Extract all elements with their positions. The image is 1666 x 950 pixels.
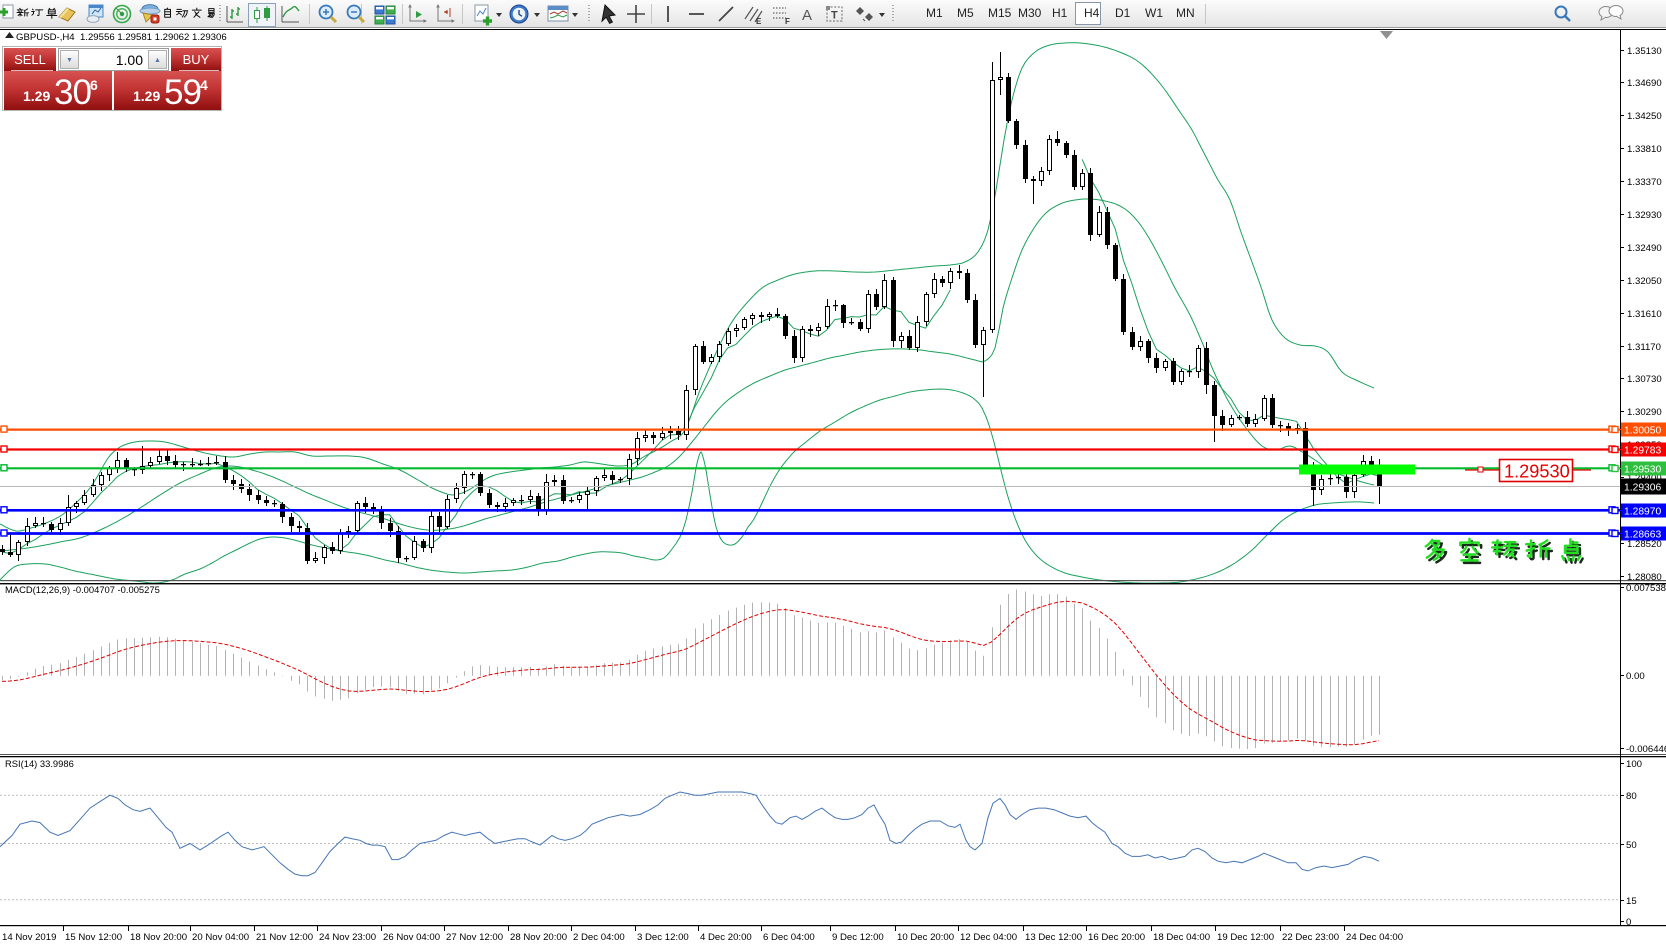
svg-text:1.32490: 1.32490 xyxy=(1627,243,1662,254)
svg-text:1.30050: 1.30050 xyxy=(1624,425,1661,436)
svg-text:14 Nov 2019: 14 Nov 2019 xyxy=(2,932,56,943)
svg-text:F: F xyxy=(785,17,790,25)
svg-text:18 Dec 04:00: 18 Dec 04:00 xyxy=(1153,932,1210,943)
svg-text:22 Dec 23:00: 22 Dec 23:00 xyxy=(1282,932,1339,943)
svg-text:1.33810: 1.33810 xyxy=(1627,144,1662,155)
svg-text:1.34690: 1.34690 xyxy=(1627,78,1662,89)
svg-text:0.007538: 0.007538 xyxy=(1626,583,1666,594)
svg-text:1.29530: 1.29530 xyxy=(1504,462,1570,482)
svg-text:-0.006446: -0.006446 xyxy=(1626,744,1666,755)
svg-text:1.31610: 1.31610 xyxy=(1627,309,1662,320)
svg-text:24 Nov 23:00: 24 Nov 23:00 xyxy=(319,932,376,943)
svg-text:12 Dec 04:00: 12 Dec 04:00 xyxy=(960,932,1017,943)
svg-text:1.28663: 1.28663 xyxy=(1624,529,1661,540)
svg-text:21 Nov 12:00: 21 Nov 12:00 xyxy=(256,932,313,943)
svg-text:MACD(12,26,9) -0.004707 -0.005: MACD(12,26,9) -0.004707 -0.005275 xyxy=(5,584,160,595)
svg-text:1.31170: 1.31170 xyxy=(1627,342,1661,353)
svg-text:20 Nov 04:00: 20 Nov 04:00 xyxy=(192,932,249,943)
svg-text:13 Dec 12:00: 13 Dec 12:00 xyxy=(1025,932,1082,943)
svg-text:0.00: 0.00 xyxy=(1626,671,1645,682)
svg-text:RSI(14) 33.9986: RSI(14) 33.9986 xyxy=(5,758,74,769)
svg-text:2 Dec 04:00: 2 Dec 04:00 xyxy=(573,932,625,943)
svg-text:3 Dec 12:00: 3 Dec 12:00 xyxy=(637,932,689,943)
svg-text:1.34250: 1.34250 xyxy=(1627,111,1662,122)
svg-text:18 Nov 20:00: 18 Nov 20:00 xyxy=(130,932,187,943)
svg-text:4 Dec 20:00: 4 Dec 20:00 xyxy=(700,932,752,943)
svg-text:15: 15 xyxy=(1626,896,1637,907)
svg-text:1.35130: 1.35130 xyxy=(1627,46,1662,57)
svg-text:15 Nov 12:00: 15 Nov 12:00 xyxy=(65,932,122,943)
svg-text:28 Nov 20:00: 28 Nov 20:00 xyxy=(510,932,567,943)
svg-text:1.29530: 1.29530 xyxy=(1624,464,1661,475)
svg-text:9 Dec 12:00: 9 Dec 12:00 xyxy=(832,932,884,943)
svg-text:10 Dec 20:00: 10 Dec 20:00 xyxy=(897,932,954,943)
svg-text:19 Dec 12:00: 19 Dec 12:00 xyxy=(1217,932,1274,943)
svg-text:6 Dec 04:00: 6 Dec 04:00 xyxy=(763,932,815,943)
svg-text:80: 80 xyxy=(1626,791,1637,802)
svg-text:26 Nov 04:00: 26 Nov 04:00 xyxy=(383,932,440,943)
svg-text:1.32050: 1.32050 xyxy=(1627,276,1662,287)
svg-text:1.29783: 1.29783 xyxy=(1624,445,1661,456)
svg-text:50: 50 xyxy=(1626,840,1637,851)
svg-text:1.32930: 1.32930 xyxy=(1627,210,1662,221)
svg-text:0: 0 xyxy=(1626,917,1631,928)
svg-text:1.28080: 1.28080 xyxy=(1627,572,1662,583)
svg-text:GBPUSD-,H4 1.29556 1.29581 1.: GBPUSD-,H4 1.29556 1.29581 1.29062 1.293… xyxy=(16,32,227,43)
svg-text:16 Dec 20:00: 16 Dec 20:00 xyxy=(1088,932,1145,943)
svg-text:T: T xyxy=(831,10,838,22)
svg-text:100: 100 xyxy=(1626,759,1642,770)
svg-text:1.30290: 1.30290 xyxy=(1627,407,1662,418)
svg-text:E: E xyxy=(756,17,762,25)
svg-text:1.28520: 1.28520 xyxy=(1627,539,1662,550)
svg-text:24 Dec 04:00: 24 Dec 04:00 xyxy=(1346,932,1403,943)
svg-text:1.33370: 1.33370 xyxy=(1627,177,1662,188)
svg-text:1.28970: 1.28970 xyxy=(1624,506,1661,517)
svg-text:1.29306: 1.29306 xyxy=(1624,482,1661,493)
svg-text:A: A xyxy=(802,7,812,24)
svg-text:27 Nov 12:00: 27 Nov 12:00 xyxy=(446,932,503,943)
svg-text:1.30730: 1.30730 xyxy=(1627,374,1662,385)
